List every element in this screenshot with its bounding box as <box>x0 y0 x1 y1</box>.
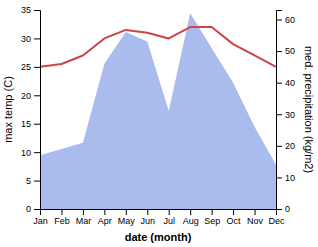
tick-mark <box>276 209 282 210</box>
tick-mark <box>276 146 282 147</box>
line <box>40 27 276 67</box>
tick-label: 10 <box>285 173 295 183</box>
tick-label: 20 <box>285 141 295 151</box>
tick: 30 <box>276 110 295 120</box>
tick: 20 <box>276 141 295 151</box>
tick-mark <box>276 114 282 115</box>
tick: 35 <box>21 5 40 15</box>
tick-label: Feb <box>54 216 70 226</box>
axis: 0 10 20 30 40 50 60 <box>276 11 295 215</box>
tick-label: Jul <box>163 216 175 226</box>
tick-mark <box>34 152 40 153</box>
tick-mark <box>61 209 62 215</box>
tick-label: 15 <box>21 119 31 129</box>
tick: May <box>118 209 136 226</box>
marks <box>40 13 276 209</box>
x-axis-title: date (month) <box>125 231 192 243</box>
tick-label: 20 <box>21 91 31 101</box>
tick-mark <box>126 209 127 215</box>
axis-line <box>277 11 283 210</box>
y-axis-title: max temp (C) <box>2 76 14 143</box>
tick-mark <box>34 95 40 96</box>
tick-label: 40 <box>285 78 295 88</box>
tick-mark <box>34 124 40 125</box>
tick: Sep <box>204 209 220 226</box>
tick-label: 0 <box>285 204 290 214</box>
tick-mark <box>190 209 191 215</box>
tick-mark <box>147 209 148 215</box>
tick: Mar <box>76 209 92 226</box>
tick-mark <box>34 181 40 182</box>
tick: 10 <box>21 148 40 158</box>
tick-label: 10 <box>21 148 31 158</box>
tick-mark <box>276 51 282 52</box>
tick-label: 30 <box>21 34 31 44</box>
tick-label: Jan <box>33 216 48 226</box>
tick: Oct <box>227 209 242 226</box>
tick-label: Mar <box>76 216 92 226</box>
tick-mark <box>34 209 40 210</box>
axis: Jan Feb Mar Apr May Jun Jul Aug Sep Oct Nov Dec <box>33 209 285 226</box>
y2-axis-title: med. precipitation (kg/m2) <box>303 46 315 173</box>
tick-label: 25 <box>21 62 31 72</box>
area <box>40 13 276 209</box>
tick-mark <box>169 209 170 215</box>
tick-mark <box>276 19 282 20</box>
tick: Feb <box>54 209 70 226</box>
tick-label: 50 <box>285 46 295 56</box>
tick: 50 <box>276 46 295 56</box>
tick-label: Aug <box>183 216 199 226</box>
tick-label: 35 <box>21 5 31 15</box>
tick: 60 <box>276 15 295 25</box>
tick-label: 60 <box>285 15 295 25</box>
tick: 0 <box>276 204 290 214</box>
tick: Jul <box>163 209 175 226</box>
tick-mark <box>255 209 256 215</box>
tick-label: 5 <box>26 176 31 186</box>
tick: Apr <box>98 209 112 226</box>
tick-label: May <box>118 216 136 226</box>
tick-mark <box>34 10 40 11</box>
tick: Dec <box>268 209 285 226</box>
tick-mark <box>276 83 282 84</box>
tick: 40 <box>276 78 295 88</box>
plot: JanFebMarAprMayJunJulAugSepOctNovDec0510… <box>2 5 315 243</box>
tick-mark <box>83 209 84 215</box>
tick-mark <box>34 67 40 68</box>
tick-label: Nov <box>247 216 264 226</box>
tick: 5 <box>26 176 40 186</box>
tick-label: 0 <box>26 204 31 214</box>
tick-mark <box>276 177 282 178</box>
tick-label: 30 <box>285 110 295 120</box>
tick-label: Dec <box>268 216 285 226</box>
axis-line <box>41 210 277 216</box>
tick-label: Apr <box>98 216 112 226</box>
tick: Aug <box>183 209 199 226</box>
tick: 30 <box>21 34 40 44</box>
tick: Nov <box>247 209 264 226</box>
axis: 0 5 10 15 20 25 30 35 <box>21 5 41 214</box>
tick-label: Oct <box>227 216 242 226</box>
tick: Jun <box>141 209 156 226</box>
tick-mark <box>34 38 40 39</box>
tick: 15 <box>21 119 40 129</box>
tick-label: Jun <box>141 216 156 226</box>
tick-mark <box>233 209 234 215</box>
tick: 10 <box>276 173 295 183</box>
tick-mark <box>212 209 213 215</box>
tick: Jan <box>33 209 48 226</box>
tick: 20 <box>21 91 40 101</box>
tick: 0 <box>26 204 40 214</box>
chart: JanFebMarAprMayJunJulAugSepOctNovDec0510… <box>0 0 318 247</box>
tick-mark <box>104 209 105 215</box>
tick: 25 <box>21 62 40 72</box>
axis-line <box>34 11 41 210</box>
tick-label: Sep <box>204 216 220 226</box>
